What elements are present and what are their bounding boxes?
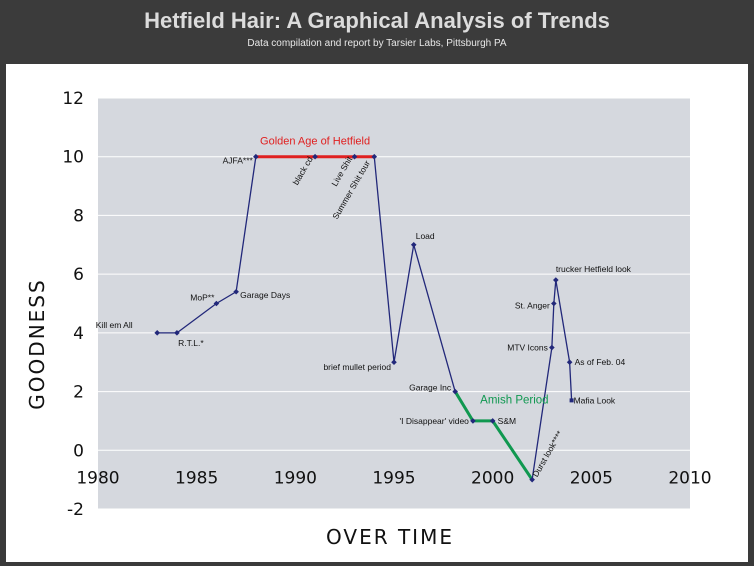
point-label: St. Anger: [515, 301, 550, 311]
y-tick-label: 2: [73, 383, 84, 403]
point-label: Garage Inc: [409, 383, 452, 393]
y-tick-label: 8: [73, 206, 84, 226]
point-label: Kill em All: [96, 320, 133, 330]
y-tick-label: 6: [73, 265, 84, 285]
y-tick-label: 10: [62, 148, 84, 168]
point-label: S&M: [498, 416, 516, 426]
data-point: [452, 388, 458, 395]
amish-period-line: [453, 390, 534, 481]
data-point: [549, 344, 555, 351]
data-point: [410, 241, 417, 248]
data-point: [391, 359, 397, 366]
data-point: [553, 277, 559, 283]
point-label: 'I Disappear' video: [400, 416, 470, 426]
point-label: AJFA***: [223, 156, 254, 166]
grid-lines: [98, 97, 690, 510]
data-point: [371, 153, 378, 160]
data-point: [312, 153, 318, 160]
data-point: [566, 359, 573, 366]
plot-area: [98, 98, 690, 509]
data-point: [213, 300, 220, 307]
data-point: [470, 418, 476, 424]
data-point: [233, 288, 239, 295]
header-bar: Hetfield Hair: A Graphical Analysis of T…: [0, 0, 754, 64]
x-tick-label: 2000: [471, 468, 514, 488]
point-label: MoP**: [190, 293, 215, 303]
point-label: Load: [416, 231, 435, 241]
page-title: Hetfield Hair: A Graphical Analysis of T…: [144, 8, 610, 33]
y-tick-label: 0: [73, 441, 84, 461]
data-point: [174, 330, 180, 336]
point-label: R.T.L.*: [178, 338, 204, 348]
x-tick-label: 2005: [570, 468, 613, 488]
x-tick-label: 2010: [668, 468, 711, 488]
y-tick-label: 4: [73, 324, 84, 344]
point-label: MTV Icons: [507, 343, 548, 353]
data-point: [551, 300, 557, 307]
y-tick-label: -2: [67, 500, 84, 520]
y-tick-label: 12: [62, 89, 84, 109]
data-point: [489, 418, 496, 424]
data-point: [351, 153, 358, 160]
point-label: As of Feb. 04: [575, 357, 626, 367]
data-point: [253, 153, 259, 160]
point-label: Garage Days: [240, 290, 290, 300]
x-axis-title: OVER TIME: [326, 525, 454, 549]
x-tick-label: 1980: [76, 468, 119, 488]
x-tick-label: 1995: [372, 468, 415, 488]
page-subtitle: Data compilation and report by Tarsier L…: [247, 38, 507, 49]
golden-age-label: Golden Age of Hetfield: [260, 136, 370, 148]
point-label: Mafia Look: [574, 395, 616, 405]
data-point: [154, 330, 160, 336]
x-tick-label: 1990: [274, 468, 317, 488]
amish-period-label: Amish Period: [480, 394, 548, 406]
data-point: [569, 398, 574, 403]
data-point: [529, 476, 535, 483]
point-label: brief mullet period: [323, 362, 391, 372]
point-label: trucker Hetfield look: [556, 264, 632, 274]
x-tick-label: 1985: [175, 468, 218, 488]
y-axis-title: GOODNESS: [25, 278, 49, 409]
